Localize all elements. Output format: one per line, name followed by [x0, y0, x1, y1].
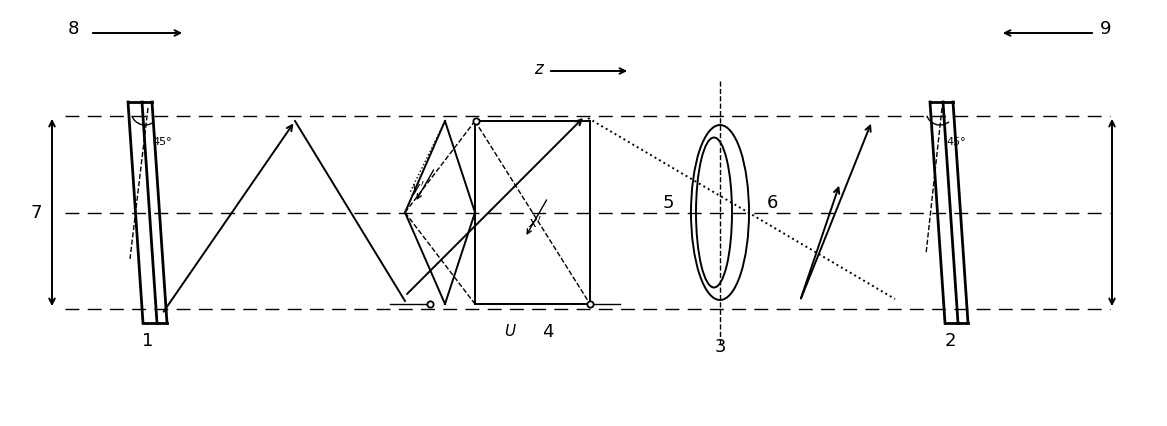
Text: 45°: 45° — [152, 137, 172, 147]
Text: $z$: $z$ — [534, 60, 545, 78]
Text: $y'$: $y'$ — [411, 179, 425, 197]
Text: 3: 3 — [714, 337, 726, 355]
Text: 1: 1 — [142, 331, 154, 349]
Text: $x'$: $x'$ — [529, 216, 541, 230]
Text: $U$: $U$ — [504, 322, 517, 338]
Text: 4: 4 — [543, 322, 554, 340]
Text: 45°: 45° — [946, 137, 965, 147]
Text: 9: 9 — [1100, 20, 1111, 38]
Text: 2: 2 — [944, 331, 956, 349]
Text: 7: 7 — [30, 204, 42, 222]
Text: 6: 6 — [767, 194, 777, 212]
Text: 5: 5 — [662, 194, 673, 212]
Text: 8: 8 — [68, 20, 79, 38]
